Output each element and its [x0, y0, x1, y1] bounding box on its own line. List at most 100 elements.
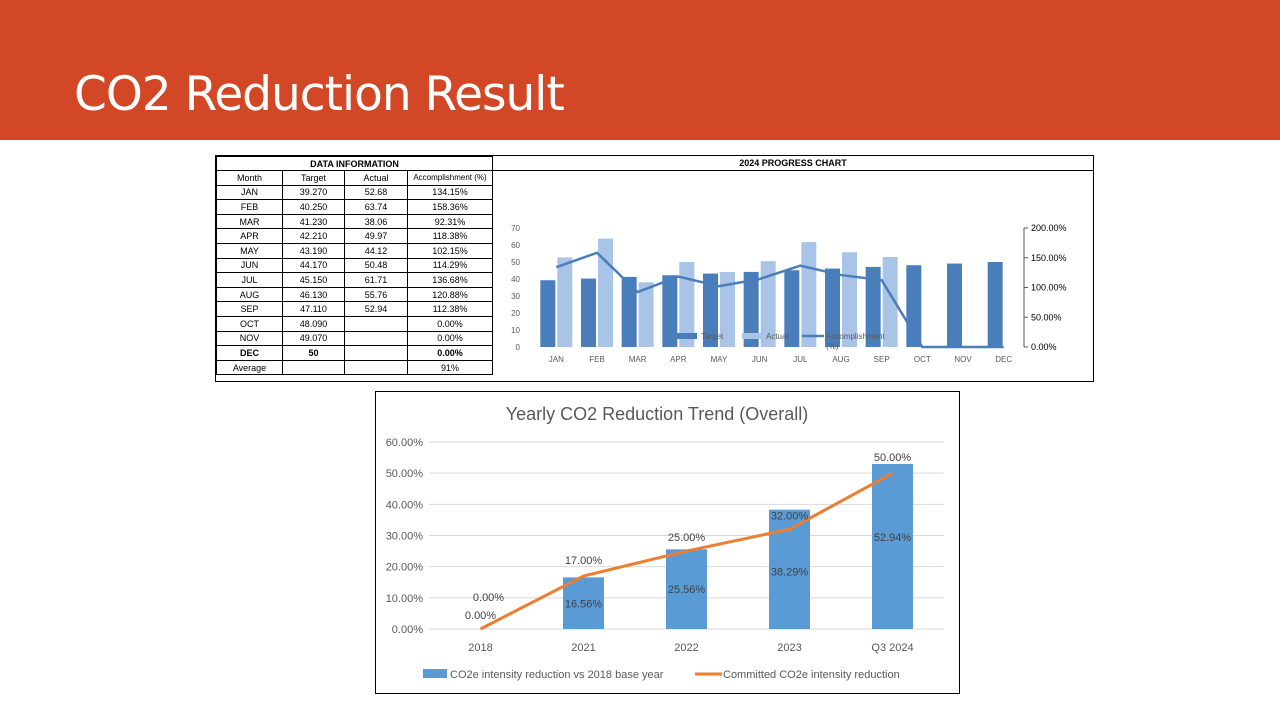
table-cell: 102.15% — [407, 242, 493, 259]
table-cell: 38.06 — [344, 213, 408, 230]
page-title: CO2 Reduction Result — [74, 67, 565, 122]
x-tick-label: 2022 — [674, 642, 698, 654]
table-cell: 92.31% — [407, 213, 493, 230]
x-tick-label: FEB — [589, 355, 605, 364]
progress-panel: DATA INFORMATION Month Target Actual Accomp… — [215, 155, 1094, 382]
bar-target — [743, 271, 759, 347]
x-tick-label: AUG — [832, 355, 849, 364]
table-cell: AUG — [216, 286, 283, 303]
table-cell: FEB — [216, 199, 283, 215]
bar-target — [865, 266, 881, 347]
table-title: DATA INFORMATION — [216, 156, 493, 171]
average-label: Average — [216, 359, 283, 376]
table-cell: 0.00% — [407, 315, 493, 332]
table-cell: 39.270 — [282, 184, 345, 201]
y2-tick-label: 150.00% — [1031, 253, 1067, 263]
legend-swatch — [677, 333, 697, 339]
average-value: 91% — [407, 359, 493, 376]
table-cell — [282, 359, 345, 376]
legend-swatch — [742, 333, 762, 339]
legend-swatch — [423, 669, 447, 678]
legend-label: Actual — [766, 332, 788, 341]
table-header-cell: Actual — [344, 170, 408, 186]
y-tick-label: 30 — [511, 292, 520, 301]
x-tick-label: MAR — [629, 355, 647, 364]
table-cell: 47.110 — [282, 301, 345, 317]
line-data-label: 25.00% — [668, 532, 706, 544]
y-tick-label: 30.00% — [386, 531, 424, 543]
table-header-cell: Accomplishment (%) — [407, 170, 493, 186]
y-tick-label: 50.00% — [386, 468, 424, 480]
table-cell: 158.36% — [407, 199, 493, 215]
line-data-label: 50.00% — [874, 452, 912, 464]
table-cell: 49.97 — [344, 228, 408, 244]
accomplishment-line — [555, 251, 1004, 349]
y2-tick-label: 50.00% — [1031, 312, 1062, 322]
x-tick-label: 2021 — [571, 642, 595, 654]
table-cell: JUL — [216, 272, 283, 288]
bar-target — [662, 275, 678, 347]
table-cell: 63.74 — [344, 199, 408, 215]
y-tick-label: 40.00% — [386, 499, 424, 511]
title-banner: CO2 Reduction Result — [0, 0, 1280, 140]
x-tick-label: MAY — [711, 355, 728, 364]
table-cell: 0.00% — [407, 330, 493, 347]
table-cell: JAN — [216, 184, 283, 201]
table-row: NOV 49.070 0.00% — [216, 330, 493, 347]
x-tick-label: OCT — [914, 355, 931, 364]
y2-tick-label: 100.00% — [1031, 283, 1067, 293]
bar-actual — [638, 282, 654, 347]
x-tick-label: SEP — [874, 355, 890, 364]
bar-data-label: 38.29% — [771, 566, 809, 578]
table-row: MAY 43.190 44.12 102.15% — [216, 242, 493, 259]
table-cell — [344, 330, 408, 347]
bar-target — [987, 262, 1003, 347]
legend-label: Committed CO2e intensity reduction — [723, 669, 900, 681]
bar-target — [703, 273, 718, 347]
bar-actual — [679, 262, 695, 347]
table-cell: 41.230 — [282, 213, 345, 230]
bar-actual — [760, 261, 776, 347]
table-cell: 52.68 — [344, 184, 408, 201]
table-cell: NOV — [216, 330, 283, 347]
table-header-row: Month Target Actual Accomplishment (%) — [216, 170, 493, 186]
bar-target — [621, 276, 637, 347]
legend-label: Target — [701, 332, 724, 341]
table-cell: MAY — [216, 242, 283, 259]
y-tick-label: 50 — [511, 258, 520, 267]
bar-target — [947, 263, 962, 347]
y2-tick-label: 200.00% — [1031, 223, 1067, 233]
table-cell — [344, 345, 408, 361]
table-row: JUL 45.150 61.71 136.68% — [216, 272, 493, 288]
bar-data-label: 0.00% — [465, 610, 496, 622]
y-tick-label: 0 — [516, 343, 521, 352]
bar-target — [581, 278, 596, 347]
table-cell: 55.76 — [344, 286, 408, 303]
table-cell: 46.130 — [282, 286, 345, 303]
y-tick-label: 60.00% — [386, 437, 424, 449]
x-tick-label: DEC — [995, 355, 1012, 364]
bar-actual — [720, 271, 735, 347]
y-tick-label: 70 — [511, 224, 520, 233]
table-cell: 134.15% — [407, 184, 493, 201]
bar-actual — [882, 257, 898, 347]
table-cell — [344, 359, 408, 376]
x-tick-label: Q3 2024 — [871, 642, 913, 654]
table-row: JAN 39.270 52.68 134.15% — [216, 184, 493, 201]
trend-chart-frame: Yearly CO2 Reduction Trend (Overall) 0.00… — [375, 391, 960, 694]
trend-chart-title: Yearly CO2 Reduction Trend (Overall) — [506, 404, 808, 424]
y-tick-label: 20 — [511, 309, 520, 318]
line-data-label: 17.00% — [565, 555, 603, 567]
table-row: MAR 41.230 38.06 92.31% — [216, 213, 493, 230]
table-row: APR 42.210 49.97 118.38% — [216, 228, 493, 244]
bar-target — [540, 280, 556, 347]
line-data-label: 32.00% — [771, 510, 809, 522]
trend-bar — [872, 464, 913, 629]
line-data-label: 0.00% — [473, 592, 504, 604]
table-cell: 40.250 — [282, 199, 345, 215]
y-tick-label: 60 — [511, 241, 520, 250]
table-cell: APR — [216, 228, 283, 244]
trend-chart: Yearly CO2 Reduction Trend (Overall) 0.00… — [386, 404, 944, 681]
table-header-cell: Target — [282, 170, 345, 186]
bar-target — [784, 270, 800, 347]
